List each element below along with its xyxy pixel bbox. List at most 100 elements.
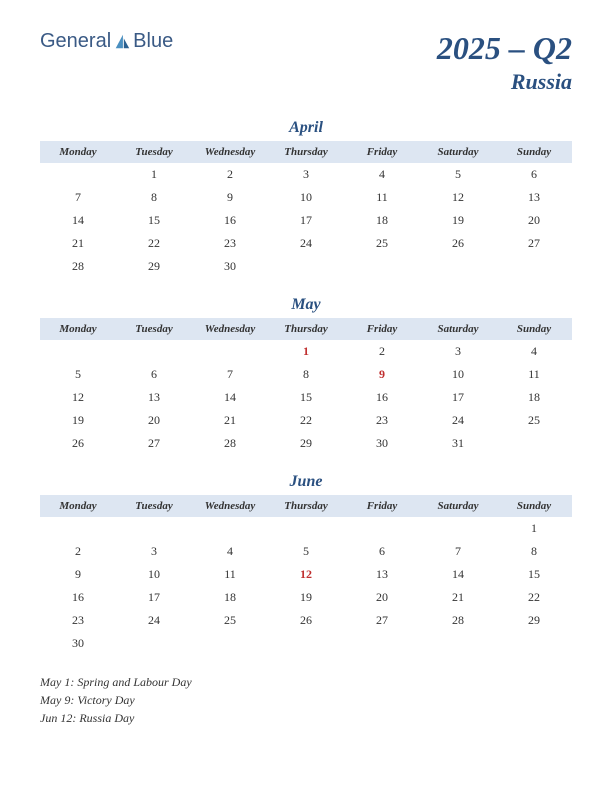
calendar-cell: 15 bbox=[268, 386, 344, 409]
calendar-row: 19202122232425 bbox=[40, 409, 572, 432]
calendar-cell bbox=[268, 517, 344, 540]
calendar-cell bbox=[40, 517, 116, 540]
calendar-cell: 21 bbox=[40, 232, 116, 255]
calendar-cell: 26 bbox=[40, 432, 116, 455]
calendar-cell: 15 bbox=[496, 563, 572, 586]
calendar-row: 567891011 bbox=[40, 363, 572, 386]
calendar-table: MondayTuesdayWednesdayThursdayFridaySatu… bbox=[40, 318, 572, 455]
day-header: Sunday bbox=[496, 495, 572, 517]
calendar-cell: 3 bbox=[116, 540, 192, 563]
calendar-cell: 14 bbox=[192, 386, 268, 409]
calendar-table: MondayTuesdayWednesdayThursdayFridaySatu… bbox=[40, 495, 572, 655]
calendar-cell: 11 bbox=[344, 186, 420, 209]
calendar-cell: 19 bbox=[420, 209, 496, 232]
calendar-cell: 30 bbox=[344, 432, 420, 455]
calendar-cell: 2 bbox=[344, 340, 420, 363]
day-header: Monday bbox=[40, 495, 116, 517]
day-header: Friday bbox=[344, 141, 420, 163]
holiday-entry: Jun 12: Russia Day bbox=[40, 709, 572, 727]
calendar-cell: 30 bbox=[192, 255, 268, 278]
calendar-row: 21222324252627 bbox=[40, 232, 572, 255]
calendar-cell: 26 bbox=[268, 609, 344, 632]
day-header: Saturday bbox=[420, 141, 496, 163]
day-header: Thursday bbox=[268, 318, 344, 340]
calendar-cell: 10 bbox=[116, 563, 192, 586]
day-header: Sunday bbox=[496, 318, 572, 340]
holiday-entry: May 9: Victory Day bbox=[40, 691, 572, 709]
calendar-cell bbox=[116, 632, 192, 655]
calendar-cell bbox=[420, 255, 496, 278]
calendar-cell: 4 bbox=[496, 340, 572, 363]
calendar-cell: 5 bbox=[40, 363, 116, 386]
calendar-cell: 23 bbox=[344, 409, 420, 432]
calendar-cell: 12 bbox=[40, 386, 116, 409]
calendar-cell bbox=[420, 632, 496, 655]
calendar-cell: 22 bbox=[116, 232, 192, 255]
calendar-cell: 13 bbox=[344, 563, 420, 586]
calendar-cell: 11 bbox=[192, 563, 268, 586]
calendar-cell: 23 bbox=[40, 609, 116, 632]
calendar-cell: 4 bbox=[192, 540, 268, 563]
day-header: Monday bbox=[40, 141, 116, 163]
day-header: Friday bbox=[344, 318, 420, 340]
calendar-cell: 17 bbox=[268, 209, 344, 232]
calendar-cell bbox=[344, 517, 420, 540]
calendar-cell: 27 bbox=[116, 432, 192, 455]
calendar-cell bbox=[344, 632, 420, 655]
calendar-cell: 18 bbox=[192, 586, 268, 609]
calendar-cell: 29 bbox=[268, 432, 344, 455]
day-header: Wednesday bbox=[192, 141, 268, 163]
day-header: Thursday bbox=[268, 495, 344, 517]
calendar-cell: 29 bbox=[496, 609, 572, 632]
calendar-cell bbox=[40, 163, 116, 186]
holidays-list: May 1: Spring and Labour DayMay 9: Victo… bbox=[40, 673, 572, 727]
calendar-row: 1234 bbox=[40, 340, 572, 363]
calendar-cell: 13 bbox=[116, 386, 192, 409]
calendar-cell: 16 bbox=[344, 386, 420, 409]
calendar-row: 16171819202122 bbox=[40, 586, 572, 609]
calendar-cell: 24 bbox=[116, 609, 192, 632]
calendar-cell bbox=[496, 432, 572, 455]
calendar-cell: 30 bbox=[40, 632, 116, 655]
calendar-cell: 20 bbox=[344, 586, 420, 609]
calendar-row: 262728293031 bbox=[40, 432, 572, 455]
calendar-cell: 1 bbox=[116, 163, 192, 186]
calendar-cell: 18 bbox=[344, 209, 420, 232]
calendar-row: 2345678 bbox=[40, 540, 572, 563]
calendar-cell: 11 bbox=[496, 363, 572, 386]
calendar-cell: 2 bbox=[192, 163, 268, 186]
calendar-cell: 1 bbox=[268, 340, 344, 363]
calendar-cell bbox=[268, 632, 344, 655]
logo-sail-icon bbox=[113, 33, 131, 51]
calendar-cell bbox=[192, 340, 268, 363]
calendar-cell: 7 bbox=[40, 186, 116, 209]
calendar-row: 123456 bbox=[40, 163, 572, 186]
calendar-cell: 7 bbox=[420, 540, 496, 563]
calendar-cell: 20 bbox=[116, 409, 192, 432]
calendar-cell: 8 bbox=[496, 540, 572, 563]
header: General Blue 2025 – Q2 Russia bbox=[40, 30, 572, 95]
day-header: Thursday bbox=[268, 141, 344, 163]
calendar-cell: 9 bbox=[192, 186, 268, 209]
calendar-cell bbox=[192, 632, 268, 655]
calendar-cell: 27 bbox=[344, 609, 420, 632]
calendar-cell: 6 bbox=[116, 363, 192, 386]
day-header: Monday bbox=[40, 318, 116, 340]
calendar-cell: 3 bbox=[268, 163, 344, 186]
calendar-cell: 8 bbox=[116, 186, 192, 209]
month-name: June bbox=[40, 473, 572, 491]
calendar-cell bbox=[116, 517, 192, 540]
calendar-cell: 5 bbox=[420, 163, 496, 186]
day-header: Tuesday bbox=[116, 141, 192, 163]
calendar-cell: 21 bbox=[420, 586, 496, 609]
day-header: Saturday bbox=[420, 318, 496, 340]
calendar-cell: 28 bbox=[420, 609, 496, 632]
calendar-cell: 31 bbox=[420, 432, 496, 455]
calendar-cell: 14 bbox=[40, 209, 116, 232]
calendar-cell: 5 bbox=[268, 540, 344, 563]
calendar-cell: 22 bbox=[496, 586, 572, 609]
calendar-cell: 24 bbox=[268, 232, 344, 255]
day-header: Sunday bbox=[496, 141, 572, 163]
month-block: June MondayTuesdayWednesdayThursdayFriday… bbox=[40, 473, 572, 655]
calendar-row: 14151617181920 bbox=[40, 209, 572, 232]
